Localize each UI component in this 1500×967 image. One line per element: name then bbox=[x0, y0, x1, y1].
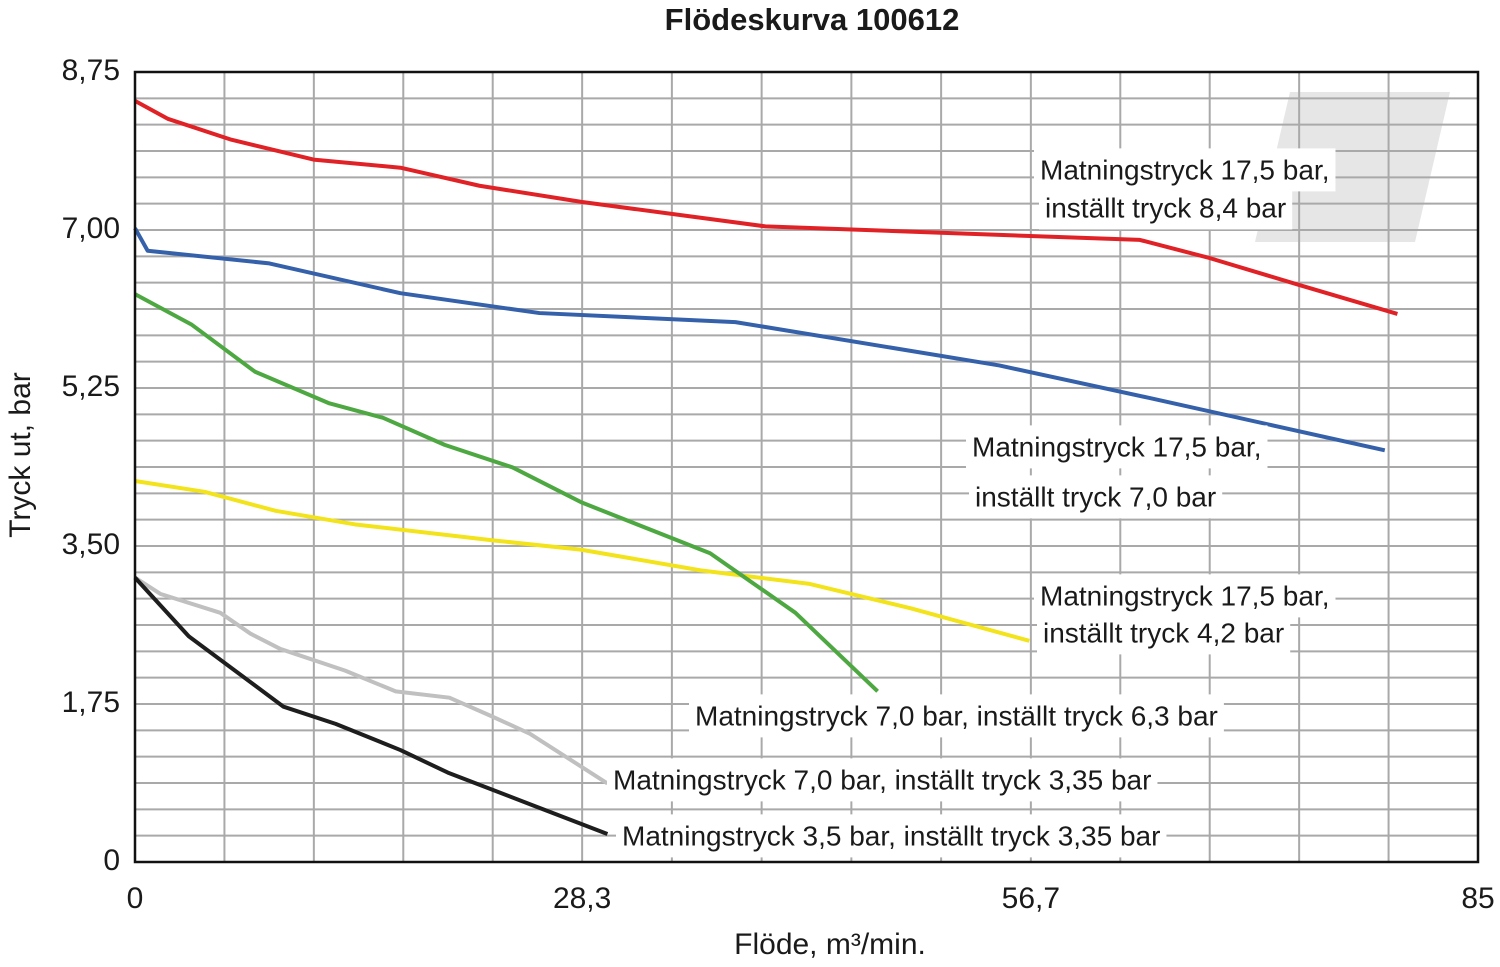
series-label: Matningstryck 17,5 bar, bbox=[1040, 580, 1329, 611]
series-label-background bbox=[1034, 148, 1336, 192]
series-line bbox=[133, 576, 609, 836]
series-label-background bbox=[969, 475, 1223, 519]
series-label-background bbox=[616, 814, 1167, 858]
y-tick-label: 8,75 bbox=[62, 54, 120, 87]
series-label: Matningstryck 17,5 bar, bbox=[1040, 154, 1329, 185]
series-label: inställt tryck 4,2 bar bbox=[1043, 617, 1284, 648]
y-tick-label: 5,25 bbox=[62, 370, 120, 403]
x-tick-label: 56,7 bbox=[1002, 882, 1060, 915]
series-label-background bbox=[1039, 186, 1293, 230]
series-label-background bbox=[689, 694, 1224, 738]
series-line bbox=[134, 479, 1030, 643]
x-tick-label: 28,3 bbox=[553, 882, 611, 915]
series-label: inställt tryck 7,0 bar bbox=[975, 481, 1216, 512]
series-line bbox=[133, 575, 609, 786]
series-label: Matningstryck 3,5 bar, inställt tryck 3,… bbox=[622, 820, 1160, 851]
series-label-background bbox=[1037, 611, 1291, 655]
series-lines bbox=[133, 99, 1398, 836]
series-label-background bbox=[607, 758, 1158, 802]
x-tick-label: 85 bbox=[1461, 882, 1494, 915]
x-axis-label: Flöde, m³/min. bbox=[734, 928, 926, 961]
y-tick-label: 7,00 bbox=[62, 212, 120, 245]
series-label: Matningstryck 7,0 bar, inställt tryck 3,… bbox=[613, 764, 1151, 795]
series-label: Matningstryck 7,0 bar, inställt tryck 6,… bbox=[695, 700, 1218, 731]
series-label: Matningstryck 17,5 bar, bbox=[972, 431, 1261, 462]
plot-frame bbox=[133, 70, 1480, 864]
y-tick-label: 3,50 bbox=[62, 528, 120, 561]
series-label: inställt tryck 8,4 bar bbox=[1045, 192, 1286, 223]
y-tick-label: 0 bbox=[103, 844, 120, 877]
labels: 0 28,3 56,7 85 0 1,75 3,50 5,25 7,00 8,75 Matnings… bbox=[62, 54, 1495, 915]
series-line bbox=[134, 99, 1398, 316]
y-tick-label: 1,75 bbox=[62, 686, 120, 719]
series-line bbox=[133, 227, 1386, 453]
chart-title: Flödeskurva 100612 bbox=[665, 2, 960, 37]
series-label-background bbox=[966, 425, 1268, 469]
series-label-background bbox=[1034, 574, 1336, 618]
x-tick-label: 0 bbox=[127, 882, 144, 915]
y-axis-label: Tryck ut, bar bbox=[4, 372, 37, 538]
series-line bbox=[134, 292, 879, 693]
